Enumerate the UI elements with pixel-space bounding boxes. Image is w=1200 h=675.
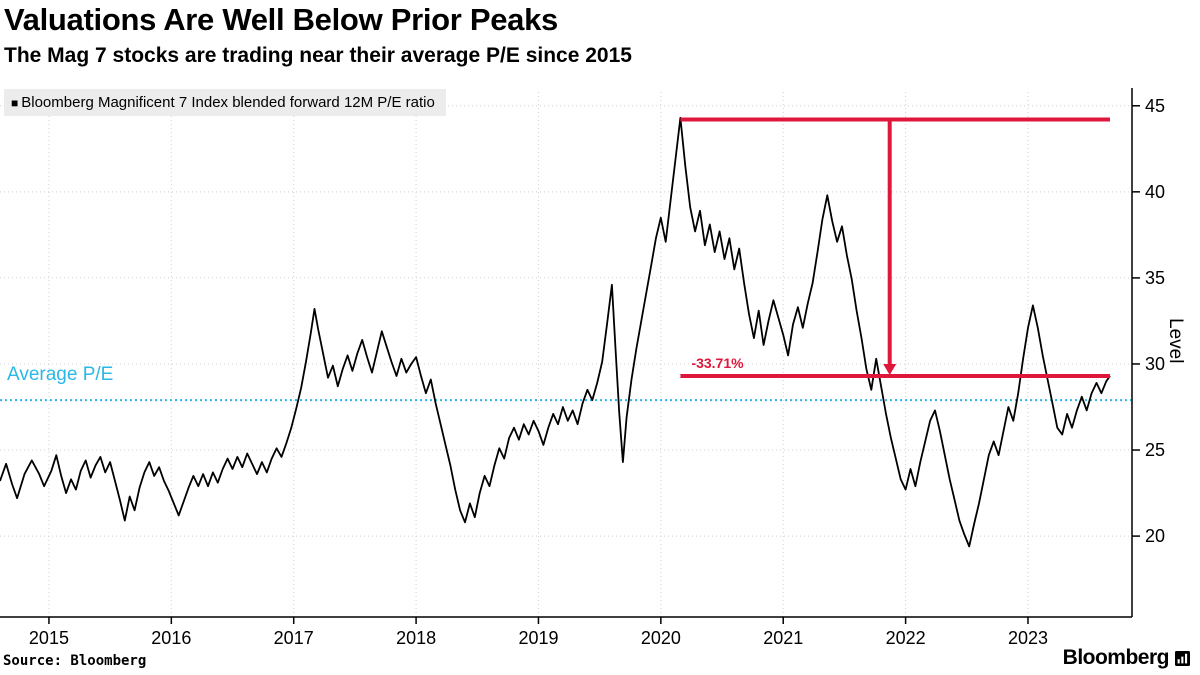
y-tick-label: 20 (1145, 526, 1165, 546)
x-tick-label: 2015 (29, 628, 69, 648)
drop-arrowhead (883, 364, 897, 376)
page-title: Valuations Are Well Below Prior Peaks (4, 2, 558, 37)
x-tick-label: 2018 (396, 628, 436, 648)
bloomberg-wordmark: Bloomberg (1062, 646, 1170, 669)
pe-series-line (0, 116, 1111, 548)
y-axis-title: Level (1165, 318, 1186, 364)
x-tick-label: 2017 (274, 628, 314, 648)
y-tick-label: 45 (1145, 96, 1165, 116)
x-tick-label: 2016 (151, 628, 191, 648)
x-tick-label: 2023 (1008, 628, 1048, 648)
bloomberg-logo: Bloomberg (1063, 646, 1190, 670)
chart-area: 20 25 30 35 40 45 2015 2016 2017 2018 2019 2020 2021… (0, 86, 1200, 648)
y-tick-label: 40 (1145, 182, 1165, 202)
bloomberg-logo-icon (1175, 650, 1190, 666)
legend: ■ Bloomberg Magnificent 7 Index blended … (4, 89, 446, 116)
y-tick-label: 35 (1145, 268, 1165, 288)
pe-ratio-chart: 20 25 30 35 40 45 2015 2016 2017 2018 2019 2020 2021… (0, 88, 1165, 648)
average-pe-label: Average P/E (7, 364, 113, 385)
series-swatch-icon: ■ (11, 95, 19, 110)
x-tick-label: 2020 (641, 628, 681, 648)
x-tick-label: 2019 (518, 628, 558, 648)
y-tick-label: 25 (1145, 440, 1165, 460)
drop-pct-label: -33.71% (691, 355, 744, 371)
source-note: Source: Bloomberg (3, 653, 147, 669)
page-subtitle: The Mag 7 stocks are trading near their … (4, 44, 632, 67)
y-tick-label: 30 (1145, 354, 1165, 374)
x-tick-label: 2022 (886, 628, 926, 648)
x-tick-label: 2021 (763, 628, 803, 648)
legend-label: Bloomberg Magnificent 7 Index blended fo… (21, 94, 435, 111)
